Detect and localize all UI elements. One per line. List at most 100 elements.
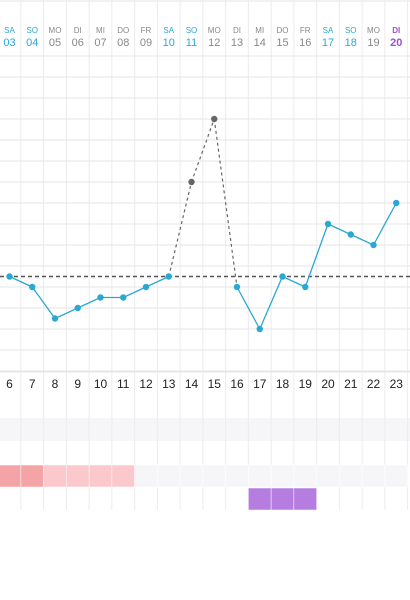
date: 13 bbox=[231, 37, 243, 49]
temperature-point bbox=[393, 199, 400, 207]
temperature-line bbox=[282, 275, 306, 288]
period-cell bbox=[43, 464, 67, 488]
excluded-point bbox=[211, 115, 218, 123]
period-cell bbox=[248, 464, 272, 488]
date: 17 bbox=[322, 37, 334, 49]
weekday: MI bbox=[96, 26, 105, 35]
temperature-point bbox=[370, 241, 377, 249]
temperature-point bbox=[120, 294, 127, 301]
cycle-day: 6 bbox=[6, 377, 13, 391]
weekday: DI bbox=[74, 26, 82, 35]
weekday: MO bbox=[367, 26, 380, 35]
period-cell bbox=[179, 464, 204, 488]
empty-row bbox=[0, 418, 410, 441]
temperature-line bbox=[31, 286, 56, 319]
period-cell bbox=[384, 464, 408, 488]
date: 04 bbox=[26, 37, 38, 49]
weekday: SA bbox=[4, 26, 15, 35]
temperature-line bbox=[327, 223, 352, 236]
period-cell bbox=[66, 464, 90, 488]
period-cell bbox=[293, 464, 317, 488]
period-cell bbox=[0, 464, 22, 488]
date: 16 bbox=[299, 37, 311, 49]
cycle-day: 23 bbox=[390, 377, 404, 391]
cycle-day: 16 bbox=[230, 377, 244, 391]
temperature-point bbox=[97, 294, 104, 301]
excluded-line bbox=[190, 118, 215, 183]
temperature-line bbox=[145, 275, 170, 288]
date: 12 bbox=[208, 37, 220, 49]
cycle-day: 14 bbox=[185, 377, 199, 391]
cycle-day: 7 bbox=[29, 377, 36, 391]
excluded-line bbox=[168, 181, 193, 277]
excluded-point bbox=[188, 178, 195, 186]
period-cell bbox=[316, 464, 340, 488]
weekday: DI bbox=[392, 26, 400, 35]
date: 20 bbox=[390, 37, 402, 49]
weekday: MO bbox=[208, 26, 221, 35]
temperature-line bbox=[122, 286, 147, 299]
period-cell bbox=[111, 464, 135, 488]
date: 11 bbox=[186, 37, 197, 49]
date: 18 bbox=[345, 37, 357, 49]
date: 05 bbox=[49, 37, 61, 49]
period-cell bbox=[157, 464, 181, 488]
date: 03 bbox=[3, 37, 15, 49]
weekday: DO bbox=[277, 26, 289, 35]
weekday: SO bbox=[26, 26, 38, 35]
temperature-line bbox=[350, 233, 374, 246]
temperature-point bbox=[233, 283, 241, 291]
date: 07 bbox=[94, 37, 106, 49]
date: 06 bbox=[72, 37, 84, 49]
temperature-point bbox=[51, 315, 59, 322]
cycle-day: 13 bbox=[162, 377, 176, 391]
cycle-day: 17 bbox=[253, 377, 267, 391]
temperature-line bbox=[236, 286, 261, 330]
weekday: SA bbox=[323, 26, 334, 35]
cycle-day: 10 bbox=[94, 377, 108, 391]
period-cell bbox=[225, 464, 249, 488]
date: 15 bbox=[276, 37, 288, 49]
weekday: DO bbox=[117, 26, 129, 35]
period-cell bbox=[134, 464, 158, 488]
date: 08 bbox=[117, 37, 129, 49]
temperature-point bbox=[302, 283, 309, 291]
weekday: MO bbox=[49, 26, 62, 35]
weekday: FR bbox=[300, 26, 311, 35]
period-cell bbox=[88, 464, 113, 488]
temperature-point bbox=[324, 220, 332, 228]
ovulation-cell bbox=[293, 487, 317, 511]
temperature-line bbox=[9, 275, 33, 288]
temperature-point bbox=[279, 273, 286, 280]
temperature-point bbox=[74, 304, 81, 312]
ovulation-cell bbox=[270, 487, 295, 511]
period-cell bbox=[20, 464, 44, 488]
period-cell bbox=[339, 464, 363, 488]
cycle-day: 12 bbox=[139, 377, 153, 391]
date: 19 bbox=[367, 37, 379, 49]
ovulation-cell bbox=[248, 487, 272, 511]
cycle-day: 15 bbox=[208, 377, 222, 391]
period-cell bbox=[270, 464, 295, 488]
weekday: MI bbox=[255, 26, 264, 35]
temperature-line bbox=[77, 296, 101, 309]
date: 14 bbox=[254, 37, 266, 49]
cycle-day: 22 bbox=[367, 377, 381, 391]
temperature-point bbox=[165, 273, 172, 280]
temperature-line bbox=[259, 276, 284, 330]
temperature-point bbox=[29, 283, 36, 291]
cycle-day: 11 bbox=[117, 377, 130, 391]
temperature-point bbox=[142, 283, 150, 291]
period-cell bbox=[361, 464, 386, 488]
weekday: SA bbox=[163, 26, 174, 35]
temperature-line bbox=[54, 307, 79, 320]
weekday: DI bbox=[233, 26, 241, 35]
cycle-day: 8 bbox=[52, 377, 59, 391]
cycle-day: 9 bbox=[74, 377, 81, 391]
cycle-day: 21 bbox=[344, 377, 358, 391]
temperature-point bbox=[256, 325, 263, 333]
weekday: SO bbox=[186, 26, 198, 35]
temperature-line bbox=[372, 202, 397, 246]
excluded-line bbox=[213, 118, 238, 288]
